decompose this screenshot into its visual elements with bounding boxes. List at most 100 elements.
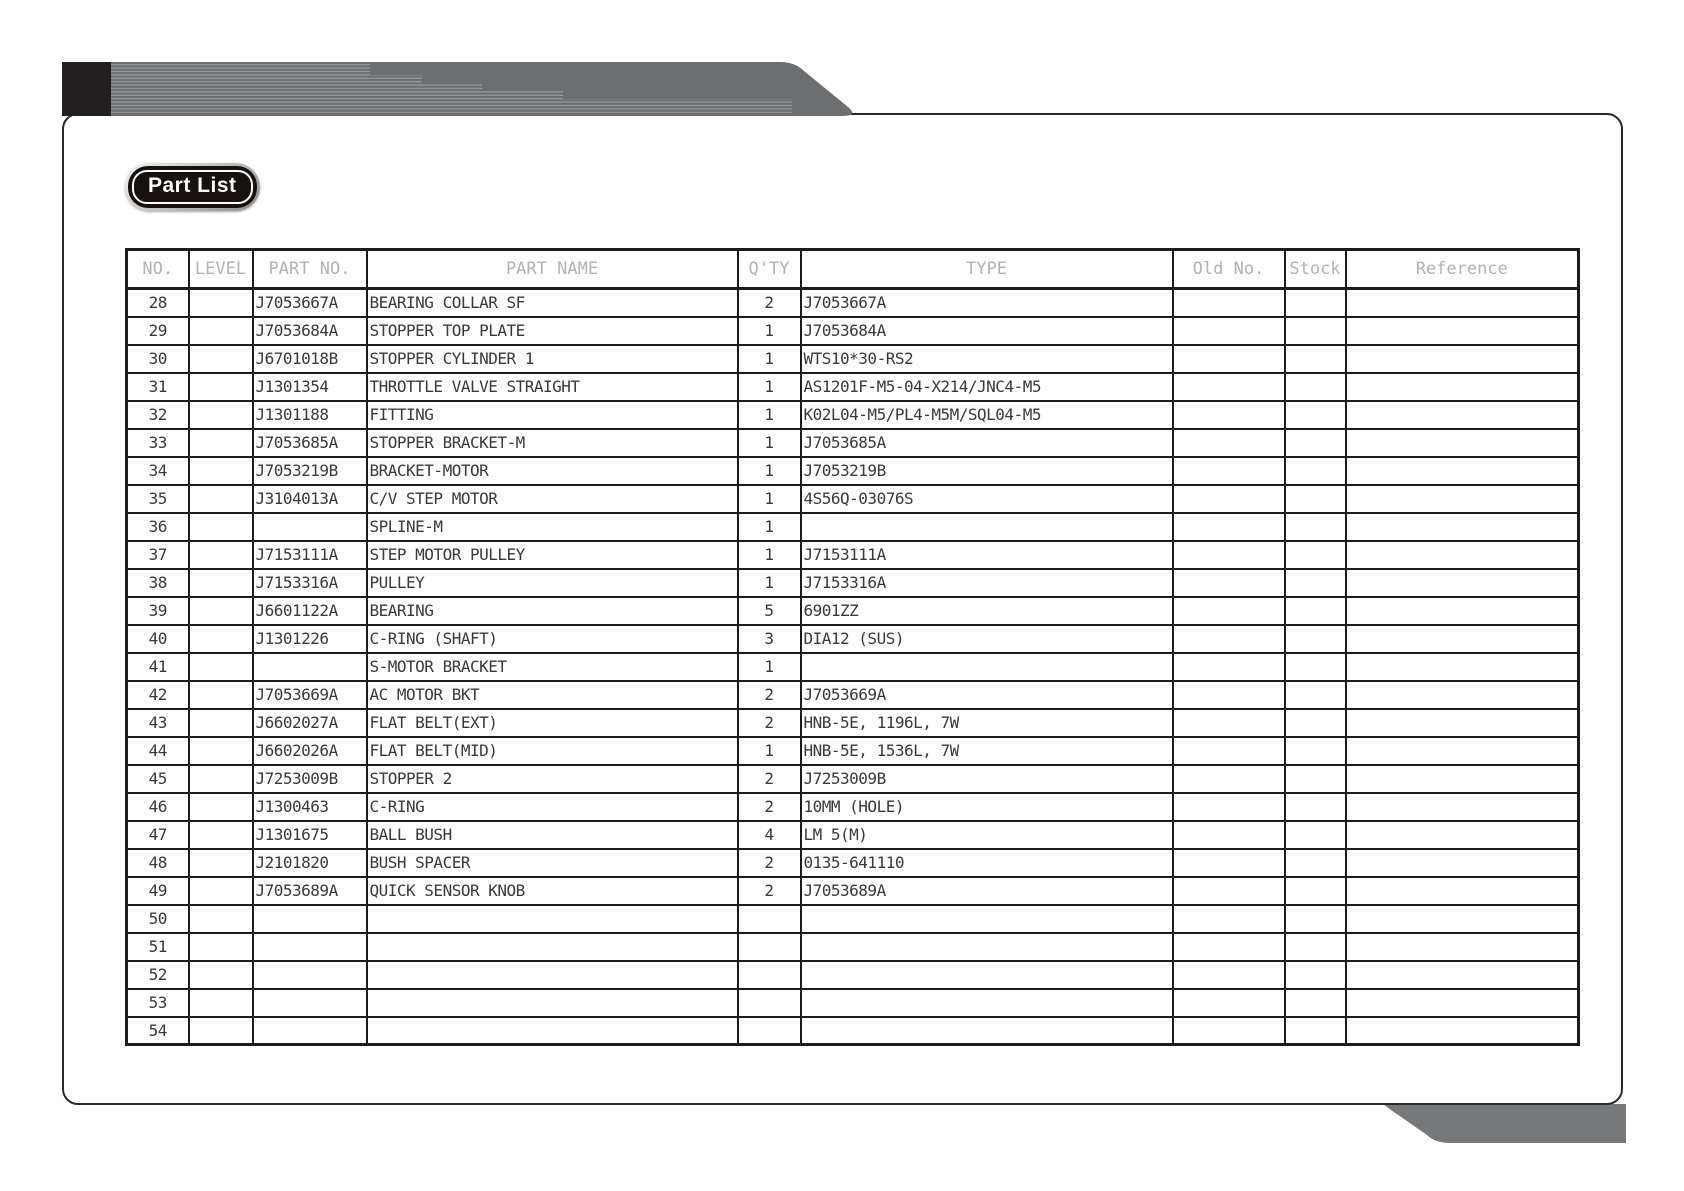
cell-part_no: J6601122A — [251, 595, 368, 626]
cell-no: 45 — [125, 763, 190, 794]
table-row: 44 J6602026A FLAT BELT(MID) 1 HNB-5E, 1536L,… — [125, 735, 1580, 766]
cell-old_no — [1171, 483, 1286, 514]
cell-qty: 1 — [736, 343, 802, 374]
cell-stock — [1283, 903, 1347, 934]
cell-type: J7053667A — [799, 287, 1174, 318]
table-row: 36 SPLINE-M 1 — [125, 511, 1580, 542]
cell-old_no — [1171, 819, 1286, 850]
column-header-level: LEVEL — [187, 248, 254, 290]
cell-stock — [1283, 455, 1347, 486]
cell-part_no: J7053669A — [251, 679, 368, 710]
cell-part_name: STEP MOTOR PULLEY — [365, 539, 739, 570]
cell-level — [187, 539, 254, 570]
cell-type: AS1201F-M5-04-X214/JNC4-M5 — [799, 371, 1174, 402]
cell-old_no — [1171, 707, 1286, 738]
cell-no: 51 — [125, 931, 190, 962]
cell-old_no — [1171, 679, 1286, 710]
cell-qty: 2 — [736, 707, 802, 738]
table-row: 54 — [125, 1015, 1580, 1046]
cell-reference — [1344, 735, 1580, 766]
cell-reference — [1344, 1015, 1580, 1046]
cell-level — [187, 623, 254, 654]
cell-level — [187, 959, 254, 990]
table-row: 53 — [125, 987, 1580, 1018]
cell-reference — [1344, 315, 1580, 346]
cell-level — [187, 483, 254, 514]
cell-no: 37 — [125, 539, 190, 570]
cell-qty: 2 — [736, 763, 802, 794]
cell-old_no — [1171, 595, 1286, 626]
cell-part_name: BUSH SPACER — [365, 847, 739, 878]
cell-qty: 1 — [736, 427, 802, 458]
cell-part_no: J6701018B — [251, 343, 368, 374]
cell-old_no — [1171, 343, 1286, 374]
part-list-badge-label: Part List — [148, 174, 237, 197]
table-row: 52 — [125, 959, 1580, 990]
cell-part_name: PULLEY — [365, 567, 739, 598]
cell-type — [799, 959, 1174, 990]
corner-banner-top-left-decoration — [62, 62, 853, 116]
column-header-reference: Reference — [1344, 248, 1580, 290]
cell-qty: 2 — [736, 847, 802, 878]
cell-no: 40 — [125, 623, 190, 654]
cell-part_no: J1301675 — [251, 819, 368, 850]
table-row: 31 J1301354 THROTTLE VALVE STRAIGHT 1 AS1201… — [125, 371, 1580, 402]
cell-part_name: BEARING — [365, 595, 739, 626]
cell-level — [187, 427, 254, 458]
table-row: 33 J7053685A STOPPER BRACKET-M 1 J7053685A — [125, 427, 1580, 458]
cell-level — [187, 987, 254, 1018]
cell-part_no: J1301226 — [251, 623, 368, 654]
cell-level — [187, 455, 254, 486]
cell-level — [187, 847, 254, 878]
cell-type: J7153316A — [799, 567, 1174, 598]
table-row: 38 J7153316A PULLEY 1 J7153316A — [125, 567, 1580, 598]
cell-old_no — [1171, 791, 1286, 822]
cell-stock — [1283, 539, 1347, 570]
cell-level — [187, 931, 254, 962]
cell-part_name: C-RING (SHAFT) — [365, 623, 739, 654]
cell-type: 0135-641110 — [799, 847, 1174, 878]
cell-qty — [736, 1015, 802, 1046]
cell-reference — [1344, 371, 1580, 402]
cell-type: J7053685A — [799, 427, 1174, 458]
cell-reference — [1344, 875, 1580, 906]
cell-part_name: FLAT BELT(MID) — [365, 735, 739, 766]
cell-part_name — [365, 1015, 739, 1046]
cell-stock — [1283, 735, 1347, 766]
table-row: 41 S-MOTOR BRACKET 1 — [125, 651, 1580, 682]
cell-part_no — [251, 987, 368, 1018]
table-row: 42 J7053669A AC MOTOR BKT 2 J7053669A — [125, 679, 1580, 710]
cell-old_no — [1171, 427, 1286, 458]
cell-part_no — [251, 959, 368, 990]
cell-no: 47 — [125, 819, 190, 850]
cell-type: LM 5(M) — [799, 819, 1174, 850]
cell-level — [187, 875, 254, 906]
cell-level — [187, 763, 254, 794]
cell-type: J7053684A — [799, 315, 1174, 346]
cell-old_no — [1171, 567, 1286, 598]
cell-old_no — [1171, 315, 1286, 346]
cell-level — [187, 707, 254, 738]
part-list-badge-pill: Part List — [128, 166, 257, 208]
cell-part_no: J7153111A — [251, 539, 368, 570]
cell-old_no — [1171, 1015, 1286, 1046]
cell-reference — [1344, 399, 1580, 430]
cell-qty — [736, 987, 802, 1018]
cell-part_no: J6602026A — [251, 735, 368, 766]
cell-type — [799, 931, 1174, 962]
cell-part_no: J7053219B — [251, 455, 368, 486]
cell-old_no — [1171, 735, 1286, 766]
cell-reference — [1344, 651, 1580, 682]
table-row: 39 J6601122A BEARING 5 6901ZZ — [125, 595, 1580, 626]
cell-qty: 4 — [736, 819, 802, 850]
cell-type: J7253009B — [799, 763, 1174, 794]
cell-qty: 1 — [736, 399, 802, 430]
cell-stock — [1283, 1015, 1347, 1046]
cell-stock — [1283, 707, 1347, 738]
cell-no: 36 — [125, 511, 190, 542]
cell-reference — [1344, 511, 1580, 542]
cell-stock — [1283, 651, 1347, 682]
cell-part_no: J7153316A — [251, 567, 368, 598]
cell-type — [799, 511, 1174, 542]
table-row: 28 J7053667A BEARING COLLAR SF 2 J7053667A — [125, 287, 1580, 318]
